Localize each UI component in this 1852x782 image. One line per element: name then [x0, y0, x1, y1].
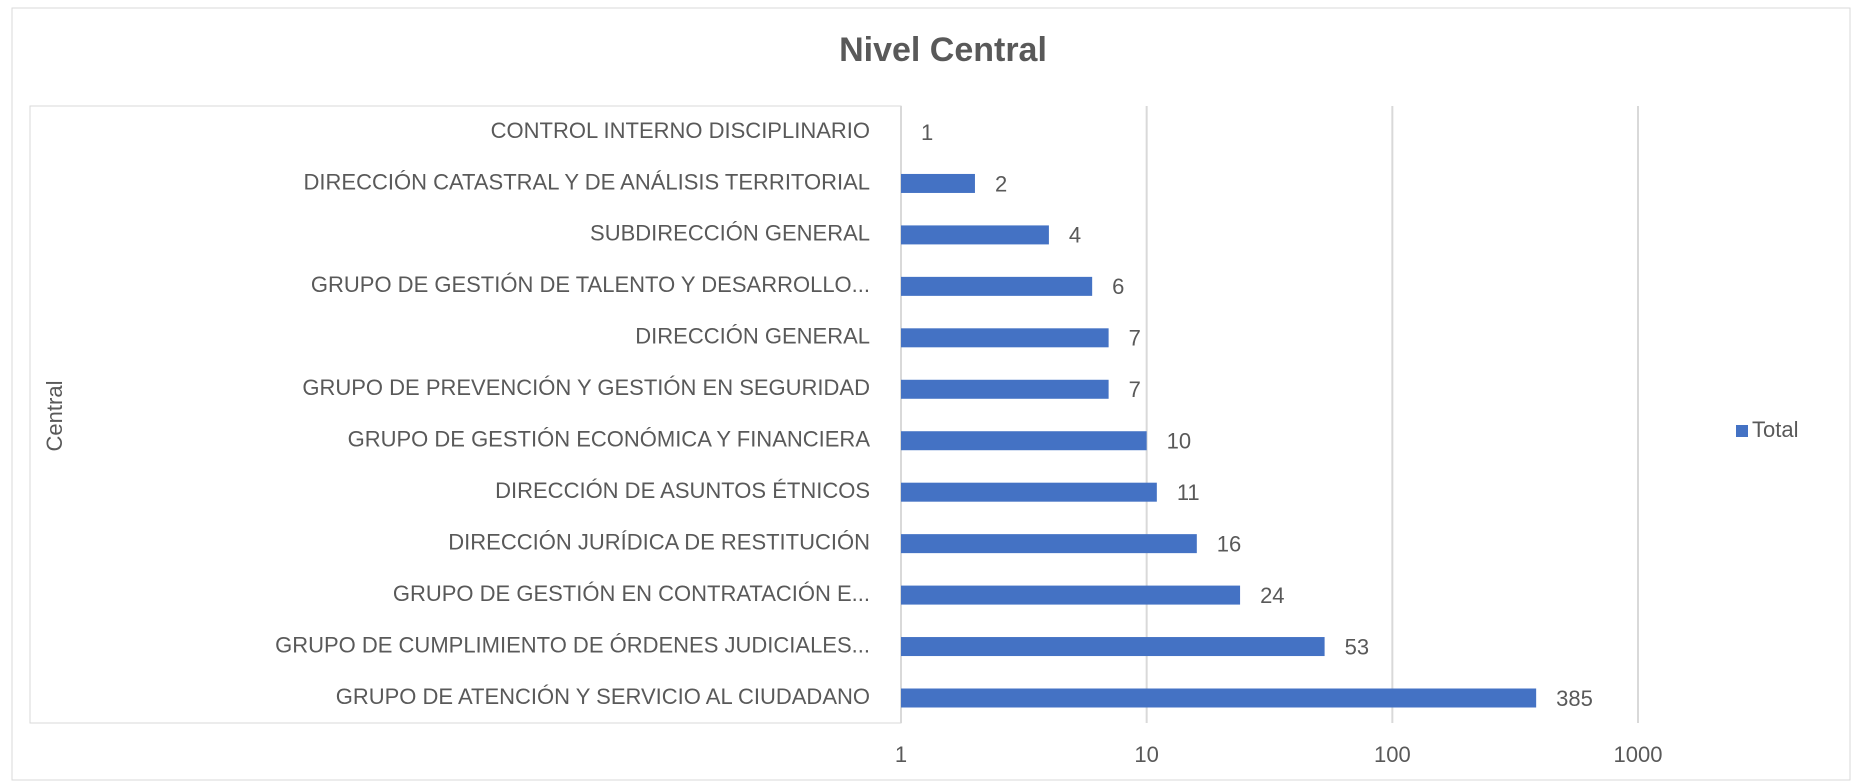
bar	[901, 688, 1537, 708]
y-tick-label: DIRECCIÓN JURÍDICA DE RESTITUCIÓN	[448, 529, 870, 554]
bar	[901, 482, 1157, 502]
bar	[901, 173, 975, 193]
data-label: 6	[1112, 274, 1124, 299]
data-label: 7	[1129, 377, 1141, 402]
y-tick-label: DIRECCIÓN DE ASUNTOS ÉTNICOS	[495, 478, 870, 503]
data-label: 11	[1177, 480, 1200, 505]
x-tick-label: 100	[1374, 742, 1411, 767]
y-tick-label: GRUPO DE GESTIÓN EN CONTRATACIÓN E...	[393, 581, 870, 606]
bar	[901, 431, 1147, 451]
bar	[901, 585, 1241, 605]
data-label: 10	[1167, 429, 1191, 454]
data-label: 24	[1260, 583, 1284, 608]
y-tick-label: GRUPO DE GESTIÓN DE TALENTO Y DESARROLLO…	[311, 272, 870, 297]
data-label: 16	[1217, 531, 1241, 556]
legend-label: Total	[1752, 417, 1798, 442]
y-tick-label: CONTROL INTERNO DISCIPLINARIO	[491, 118, 870, 143]
data-label: 1	[921, 120, 933, 145]
y-tick-label: GRUPO DE CUMPLIMIENTO DE ÓRDENES JUDICIA…	[275, 632, 870, 657]
x-tick-label: 10	[1134, 742, 1158, 767]
bar	[901, 328, 1109, 348]
y-axis-label: Central	[42, 381, 67, 452]
bar	[901, 225, 1049, 245]
y-tick-label: DIRECCIÓN GENERAL	[635, 324, 870, 349]
y-tick-label: SUBDIRECCIÓN GENERAL	[590, 221, 870, 246]
x-tick-label: 1	[895, 742, 907, 767]
x-tick-label: 1000	[1614, 742, 1663, 767]
bar	[901, 534, 1197, 554]
legend-swatch	[1736, 425, 1748, 437]
data-label: 7	[1129, 326, 1141, 351]
data-label: 385	[1556, 686, 1593, 711]
data-label: 53	[1345, 634, 1369, 659]
bar	[901, 637, 1325, 657]
bar	[901, 379, 1109, 399]
chart-title: Nivel Central	[839, 31, 1047, 69]
y-tick-label: GRUPO DE ATENCIÓN Y SERVICIO AL CIUDADAN…	[336, 684, 870, 709]
y-tick-label: GRUPO DE PREVENCIÓN Y GESTIÓN EN SEGURID…	[302, 375, 870, 400]
y-tick-label: DIRECCIÓN CATASTRAL Y DE ANÁLISIS TERRIT…	[304, 169, 870, 194]
data-label: 4	[1069, 223, 1081, 248]
y-tick-label: GRUPO DE GESTIÓN ECONÓMICA Y FINANCIERA	[348, 427, 871, 452]
data-label: 2	[995, 171, 1007, 196]
bar	[901, 276, 1093, 296]
